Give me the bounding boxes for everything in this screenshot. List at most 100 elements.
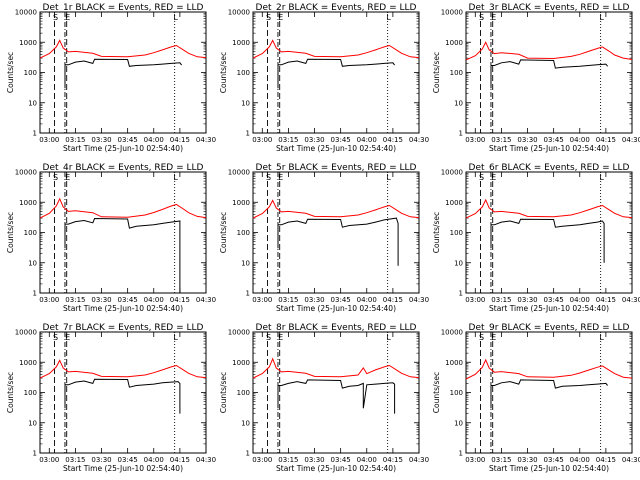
x-tick-label: 03:30	[304, 136, 324, 144]
marker-label: E	[491, 173, 496, 182]
x-tick-label: 04:30	[622, 136, 640, 144]
x-tick-label: 03:00	[39, 296, 59, 304]
x-tick-label: 04:15	[596, 136, 616, 144]
y-tick-label: 10	[454, 99, 463, 107]
y-tick-label: 10000	[228, 9, 250, 17]
x-tick-label: 03:00	[465, 456, 485, 464]
y-tick-label: 10000	[441, 9, 463, 17]
marker-label: E	[278, 13, 283, 22]
x-tick-label: 04:15	[170, 136, 190, 144]
x-tick-label: 03:45	[331, 456, 351, 464]
x-tick-label: 04:00	[570, 456, 590, 464]
panel: Det_2r BLACK = Events, RED = LLD 1 10 100 10…	[219, 3, 429, 153]
y-tick-label: 1	[246, 130, 250, 138]
marker-label: S	[479, 13, 484, 22]
x-tick-label: 03:30	[517, 456, 537, 464]
marker-label: S	[266, 173, 271, 182]
y-tick-label: 10000	[441, 169, 463, 177]
y-axis-label: Counts/sec	[6, 212, 15, 253]
y-tick-label: 1	[246, 450, 250, 458]
y-tick-label: 1	[246, 290, 250, 298]
x-axis-label: Start Time (25-Jun-10 02:54:40)	[276, 304, 396, 313]
y-tick-label: 100	[24, 389, 37, 397]
x-tick-label: 04:30	[196, 296, 216, 304]
y-tick-label: 10000	[441, 329, 463, 337]
x-tick-label: 03:45	[544, 136, 564, 144]
events-rate-line	[490, 218, 605, 263]
y-tick-label: 1000	[19, 359, 37, 367]
events-rate-line	[277, 217, 399, 266]
y-tick-label: 100	[237, 229, 250, 237]
y-axis-label: Counts/sec	[432, 372, 441, 413]
x-tick-label: 04:15	[383, 296, 403, 304]
x-tick-label: 04:30	[409, 296, 429, 304]
marker-label: S	[53, 173, 58, 182]
y-tick-label: 10	[454, 419, 463, 427]
y-tick-label: 100	[24, 69, 37, 77]
x-tick-label: 04:00	[144, 456, 164, 464]
x-tick-label: 03:45	[544, 296, 564, 304]
x-tick-label: 04:00	[357, 296, 377, 304]
x-axis-label: Start Time (25-Jun-10 02:54:40)	[489, 304, 609, 313]
marker-label: S	[53, 333, 58, 342]
panel-title: Det_1r BLACK = Events, RED = LLD	[43, 3, 204, 13]
panel: Det_6r BLACK = Events, RED = LLD 1 10 100 10…	[432, 163, 640, 313]
panel-title: Det_6r BLACK = Events, RED = LLD	[469, 163, 630, 173]
x-tick-label: 03:30	[91, 456, 111, 464]
x-tick-label: 03:00	[39, 136, 59, 144]
panel: Det_9r BLACK = Events, RED = LLD 1 10 100 10…	[432, 323, 640, 473]
x-tick-label: 04:30	[196, 136, 216, 144]
events-rate-line	[490, 379, 608, 409]
y-tick-label: 10000	[15, 169, 37, 177]
x-axis-label: Start Time (25-Jun-10 02:54:40)	[489, 144, 609, 153]
y-axis-label: Counts/sec	[432, 52, 441, 93]
x-tick-label: 03:45	[118, 296, 138, 304]
x-tick-label: 03:15	[491, 136, 511, 144]
y-tick-label: 1000	[19, 39, 37, 47]
x-tick-label: 04:30	[409, 456, 429, 464]
panel: Det_5r BLACK = Events, RED = LLD 1 10 100 10…	[219, 163, 429, 313]
lld-rate-line	[252, 357, 420, 379]
x-tick-label: 04:00	[570, 296, 590, 304]
marker-label: E	[278, 333, 283, 342]
y-tick-label: 10	[241, 419, 250, 427]
marker-label: S	[266, 13, 271, 22]
marker-label: E	[278, 173, 283, 182]
x-tick-label: 03:30	[517, 136, 537, 144]
x-axis-label: Start Time (25-Jun-10 02:54:40)	[63, 464, 183, 473]
x-tick-label: 04:00	[144, 136, 164, 144]
y-tick-label: 10	[28, 99, 37, 107]
x-tick-label: 04:15	[383, 456, 403, 464]
events-rate-line	[277, 379, 396, 414]
y-axis-label: Counts/sec	[219, 372, 228, 413]
x-axis-label: Start Time (25-Jun-10 02:54:40)	[489, 464, 609, 473]
x-tick-label: 03:45	[118, 136, 138, 144]
x-tick-label: 03:15	[491, 456, 511, 464]
x-tick-label: 03:00	[465, 136, 485, 144]
lld-rate-line	[252, 39, 420, 59]
y-tick-label: 10	[454, 259, 463, 267]
y-tick-label: 1	[33, 130, 37, 138]
x-tick-label: 04:00	[570, 136, 590, 144]
panel-title: Det_7r BLACK = Events, RED = LLD	[43, 323, 204, 333]
y-axis-label: Counts/sec	[219, 52, 228, 93]
y-tick-label: 1	[33, 290, 37, 298]
y-tick-label: 10	[241, 99, 250, 107]
panel-title: Det_4r BLACK = Events, RED = LLD	[43, 163, 204, 173]
y-tick-label: 1000	[232, 359, 250, 367]
y-tick-label: 10000	[15, 9, 37, 17]
marker-label: E	[65, 333, 70, 342]
events-rate-line	[64, 378, 181, 414]
y-tick-label: 100	[450, 69, 463, 77]
y-tick-label: 1000	[19, 199, 37, 207]
marker-label: S	[266, 333, 271, 342]
x-tick-label: 03:15	[278, 456, 298, 464]
panel: Det_1r BLACK = Events, RED = LLD 1 10 100 10…	[6, 3, 216, 153]
x-tick-label: 04:15	[596, 296, 616, 304]
x-tick-label: 03:30	[91, 296, 111, 304]
y-tick-label: 10000	[228, 169, 250, 177]
events-rate-line	[64, 58, 183, 89]
x-tick-label: 03:15	[491, 296, 511, 304]
marker-label: L	[599, 13, 604, 22]
lld-rate-line	[465, 198, 633, 219]
